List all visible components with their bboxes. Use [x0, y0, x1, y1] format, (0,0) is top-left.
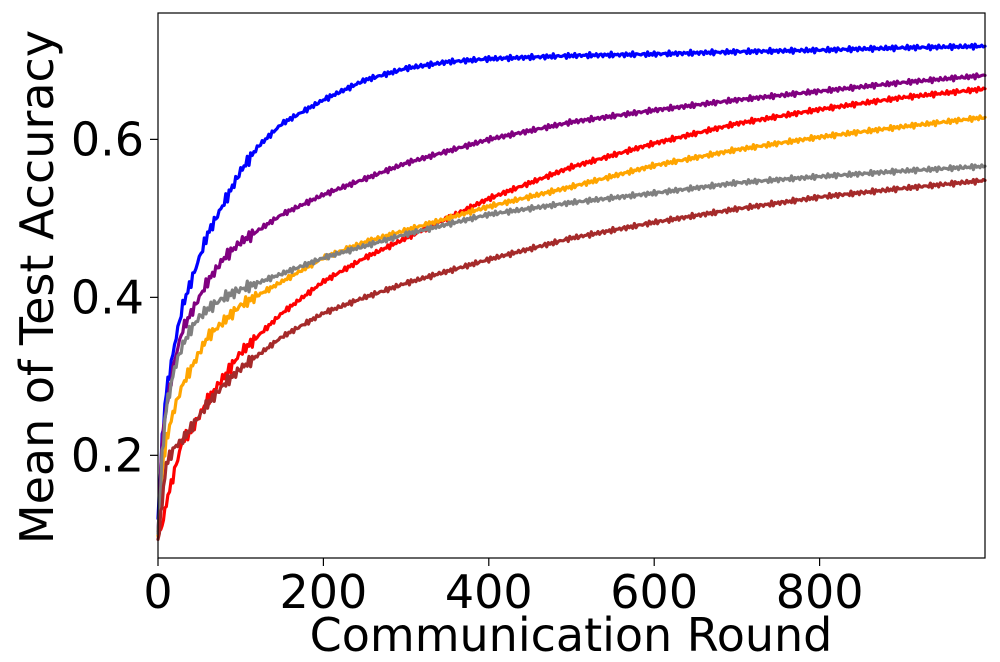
x-tick-label: 400	[445, 565, 533, 619]
x-tick-label: 0	[143, 565, 172, 619]
y-tick-label: 0.6	[71, 112, 144, 166]
series-line	[156, 177, 987, 541]
y-axis-label: Mean of Test Accuracy	[10, 30, 64, 544]
series-line	[156, 72, 987, 534]
series-line	[156, 114, 987, 538]
series-layer	[156, 42, 987, 541]
x-tick-label: 600	[610, 565, 698, 619]
series-line	[156, 163, 987, 536]
x-axis-label: Communication Round	[310, 608, 833, 662]
series-line	[156, 85, 987, 537]
y-tick-label: 0.4	[71, 270, 144, 324]
x-tick-label: 200	[279, 565, 367, 619]
series-line	[156, 42, 987, 521]
x-axis-ticks: 0 200 400 600 800	[143, 558, 864, 619]
y-axis-ticks: 0.2 0.4 0.6	[71, 112, 158, 482]
x-tick-label: 800	[776, 565, 864, 619]
y-tick-label: 0.2	[71, 428, 144, 482]
plot-frame	[157, 12, 986, 559]
